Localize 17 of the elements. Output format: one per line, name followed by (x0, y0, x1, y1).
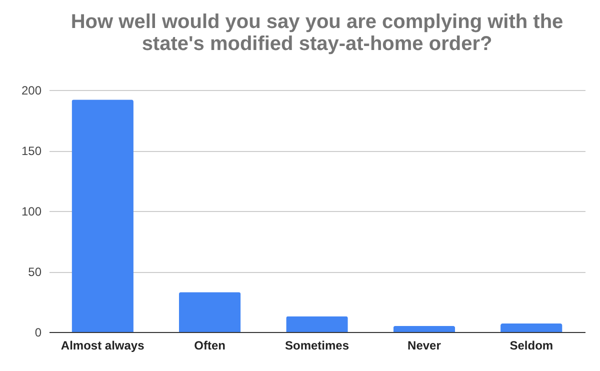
bar (286, 316, 348, 332)
bar (72, 100, 134, 332)
y-tick-label: 200 (21, 84, 42, 98)
bar (178, 292, 241, 332)
x-tick-label: Never (408, 338, 442, 352)
x-tick-label: Seldom (510, 338, 554, 352)
y-tick-label: 50 (28, 265, 42, 279)
bar (500, 324, 562, 332)
y-tick-label: 150 (21, 144, 42, 158)
bar (393, 326, 456, 332)
text: How well would you say you are complying with the (70, 11, 564, 33)
x-tick-label: Almost always (60, 338, 145, 352)
x-tick-label: Sometimes (284, 338, 350, 352)
x-tick-label: Often (194, 338, 226, 352)
y-tick-label: 0 (34, 326, 42, 340)
text: state's modified stay-at-home order? (142, 33, 492, 55)
y-tick-label: 100 (21, 204, 42, 218)
